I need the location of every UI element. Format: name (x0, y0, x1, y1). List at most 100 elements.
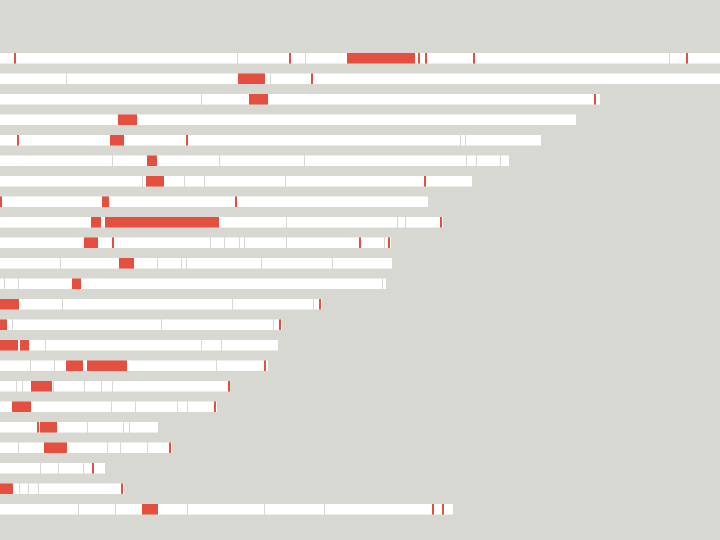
bar-divider (264, 504, 265, 515)
highlight-segment (0, 340, 18, 351)
bar (0, 196, 428, 207)
tick-mark (228, 381, 230, 392)
highlight-segment (31, 381, 52, 392)
tick-mark (418, 53, 420, 64)
bar-divider (107, 442, 108, 453)
bar-divider (147, 442, 148, 453)
bar-divider (286, 217, 287, 228)
highlight-segment (72, 278, 81, 289)
bar-row (0, 381, 230, 392)
bar-divider (397, 217, 398, 228)
bar-divider (181, 258, 182, 269)
bar-row (0, 53, 720, 64)
bar-divider (232, 299, 233, 310)
tick-mark (686, 53, 688, 64)
bar-row (0, 114, 576, 125)
bar-row (0, 422, 158, 433)
bar-row (0, 135, 541, 146)
highlight-segment (66, 360, 83, 371)
bar-divider (129, 422, 130, 433)
tick-mark (112, 237, 114, 248)
highlight-segment (0, 299, 19, 310)
tick-mark (186, 135, 188, 146)
bar-divider (123, 422, 124, 433)
bar-row (0, 278, 386, 289)
tick-mark (359, 237, 361, 248)
bar (0, 155, 509, 166)
bar-divider (53, 381, 54, 392)
highlight-segment (121, 258, 134, 269)
tick-mark (0, 196, 2, 207)
bar-divider (111, 401, 112, 412)
highlight-segment (102, 196, 109, 207)
bar-divider (382, 278, 383, 289)
bar (0, 176, 472, 187)
bar-divider (177, 401, 178, 412)
bar-divider (157, 258, 158, 269)
highlight-segment (147, 155, 157, 166)
bar-row (0, 94, 600, 105)
bar-divider (405, 217, 406, 228)
bar-divider (221, 340, 222, 351)
bar-divider (476, 155, 477, 166)
bar-divider (384, 237, 385, 248)
tick-mark (594, 94, 596, 105)
bar-row (0, 196, 428, 207)
highlight-segment (20, 340, 29, 351)
bar (0, 319, 282, 330)
highlight-segment (40, 422, 57, 433)
bar-divider (204, 176, 205, 187)
bar-divider (186, 258, 187, 269)
bar-row (0, 442, 172, 453)
bar (0, 217, 443, 228)
tick-mark (37, 422, 39, 433)
bar-divider (201, 340, 202, 351)
highlight-segment (0, 319, 7, 330)
bar (0, 114, 576, 125)
bar-divider (466, 155, 467, 166)
bar-divider (112, 381, 113, 392)
tick-mark (442, 504, 444, 515)
bar-divider (313, 299, 314, 310)
bar (0, 381, 229, 392)
highlight-segment (87, 360, 127, 371)
bar-row (0, 217, 443, 228)
bar-divider (45, 340, 46, 351)
tick-mark (432, 504, 434, 515)
bar-divider (219, 155, 220, 166)
bar-divider (16, 381, 17, 392)
highlight-segment (238, 73, 265, 84)
bar-divider (12, 319, 13, 330)
bar-divider (273, 319, 274, 330)
bar-divider (669, 53, 670, 64)
bar-divider (244, 237, 245, 248)
bar (0, 258, 392, 269)
bar-divider (500, 155, 501, 166)
tick-mark (92, 463, 94, 474)
bar (0, 401, 217, 412)
bar-divider (115, 504, 116, 515)
bar-divider (112, 155, 113, 166)
bar-divider (285, 176, 286, 187)
tick-mark (14, 53, 16, 64)
bar-divider (28, 483, 29, 494)
bar-divider (30, 360, 31, 371)
bar-divider (460, 135, 461, 146)
bar-row (0, 299, 322, 310)
bar (0, 483, 124, 494)
tick-mark (424, 176, 426, 187)
bar-divider (216, 360, 217, 371)
bar-divider (78, 504, 79, 515)
bar (0, 422, 158, 433)
highlight-segment (142, 504, 158, 515)
bar-row (0, 463, 105, 474)
highlight-segment (118, 114, 137, 125)
tick-mark (264, 360, 266, 371)
bar-divider (161, 319, 162, 330)
bar-divider (286, 237, 287, 248)
highlight-segment (84, 237, 98, 248)
bar-divider (142, 176, 143, 187)
highlight-segment (12, 401, 31, 412)
highlight-segment (110, 135, 124, 146)
